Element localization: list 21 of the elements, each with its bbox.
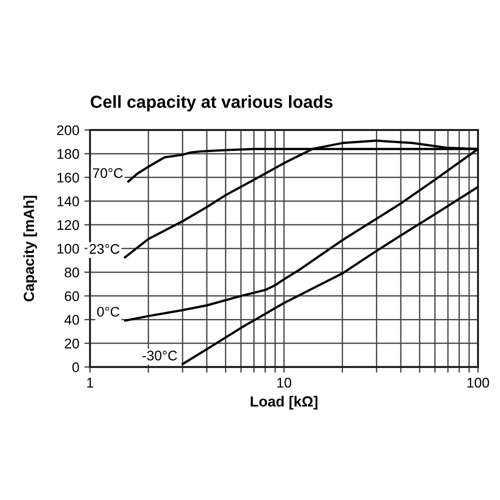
series-label: 0°C xyxy=(97,306,120,317)
series-label: -30°C xyxy=(142,350,178,360)
y-tick-label: 40 xyxy=(64,314,80,325)
y-tick-label: 140 xyxy=(57,196,80,206)
y-tick-label: 60 xyxy=(64,291,80,302)
x-tick-label: 10 xyxy=(277,378,292,388)
y-tick-label: 120 xyxy=(57,220,80,230)
y-axis-title: Capacity [mAh] xyxy=(23,196,37,302)
chart-title: Cell capacity at various loads xyxy=(90,95,332,112)
y-tick-label: 100 xyxy=(57,244,80,254)
y-tick-label: 0 xyxy=(72,362,80,372)
x-tick-label: 1 xyxy=(87,378,94,388)
y-tick-label: 80 xyxy=(64,268,80,278)
series-label: 23°C xyxy=(90,244,120,254)
y-tick-label: 160 xyxy=(57,172,80,183)
x-tick-label: 100 xyxy=(467,378,490,388)
series-label: 70°C xyxy=(92,168,123,178)
y-tick-label: 200 xyxy=(57,125,80,136)
y-tick-label: 180 xyxy=(57,149,80,159)
x-axis-title: Load [kΩ] xyxy=(250,396,318,410)
y-tick-label: 20 xyxy=(64,338,80,348)
